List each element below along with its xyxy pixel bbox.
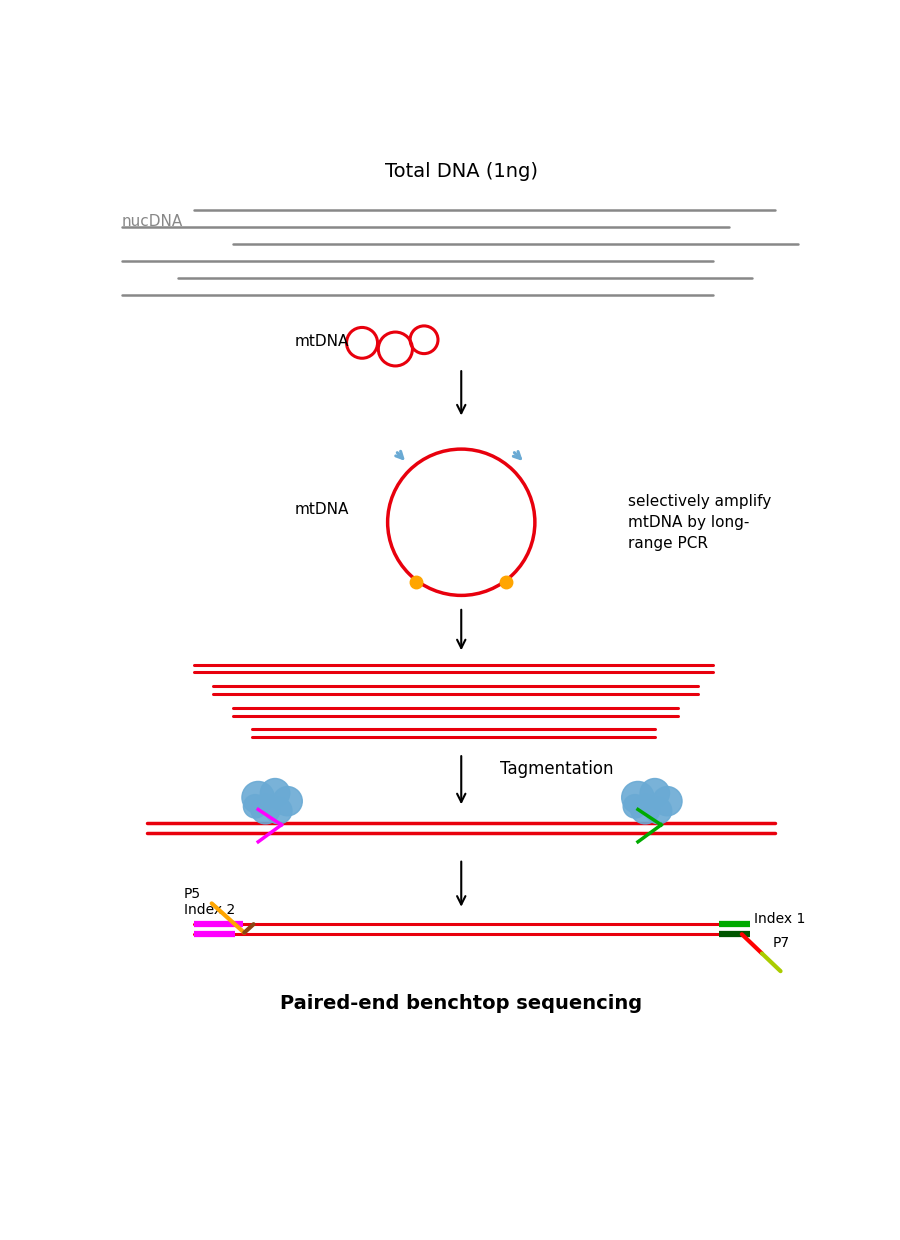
Text: Index 1: Index 1 xyxy=(754,911,806,926)
Text: mtDNA: mtDNA xyxy=(294,334,349,348)
Text: mtDNA: mtDNA xyxy=(294,502,349,517)
Circle shape xyxy=(623,795,647,818)
Circle shape xyxy=(242,781,274,813)
Circle shape xyxy=(631,795,660,823)
Circle shape xyxy=(640,779,670,807)
Text: P5: P5 xyxy=(184,887,201,901)
Text: selectively amplify
mtDNA by long-
range PCR: selectively amplify mtDNA by long- range… xyxy=(628,494,771,551)
Circle shape xyxy=(645,797,671,823)
Text: nucDNA: nucDNA xyxy=(122,215,183,229)
Circle shape xyxy=(260,779,290,807)
Text: Total DNA (1ng): Total DNA (1ng) xyxy=(385,162,538,181)
Text: P7: P7 xyxy=(773,936,790,950)
Circle shape xyxy=(266,797,292,823)
Text: Tagmentation: Tagmentation xyxy=(500,760,614,777)
Circle shape xyxy=(622,781,654,813)
Text: Paired-end benchtop sequencing: Paired-end benchtop sequencing xyxy=(280,994,643,1013)
Circle shape xyxy=(273,786,302,816)
Circle shape xyxy=(243,795,267,818)
Circle shape xyxy=(251,795,280,823)
Text: Index 2: Index 2 xyxy=(184,903,235,916)
Circle shape xyxy=(652,786,682,816)
